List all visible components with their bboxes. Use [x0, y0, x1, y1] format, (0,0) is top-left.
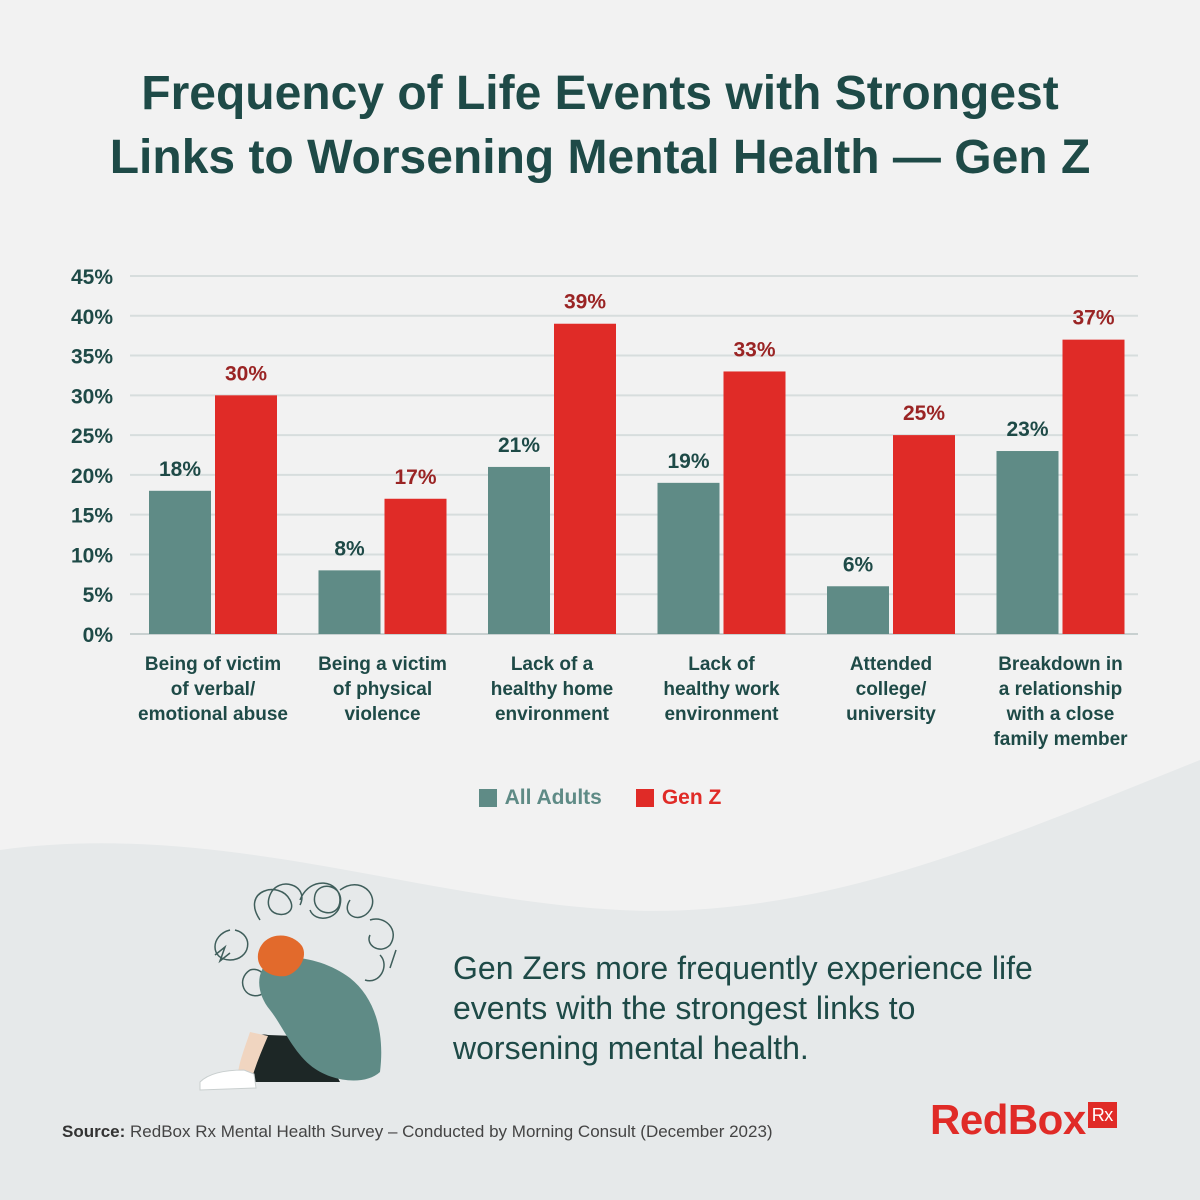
x-tick-label: Being of victim of verbal/emotional abuse — [123, 652, 303, 727]
x-tick-label-line: Breakdown in — [998, 654, 1123, 675]
x-tick-label-line: Lack of — [688, 654, 755, 675]
source-note: Source: RedBox Rx Mental Health Survey –… — [62, 1122, 773, 1142]
x-tick-label-line: environment — [664, 704, 779, 725]
bar-all-adults — [149, 490, 211, 634]
x-tick-label-line: violence — [344, 704, 421, 725]
x-tick-label: Lack of healthy work environment — [632, 652, 812, 727]
bar-all-adults — [488, 466, 550, 634]
bar-chart: 0% 5% 10% 15% 20% 25% 30% 35% 40% 45% 18% 30% 8% 17% 2… — [71, 266, 1138, 647]
chart-title-line-1: Frequency of Life Events with Strongest — [141, 67, 1059, 120]
chart-title-line-2: Links to Worsening Mental Health — Gen Z — [109, 131, 1091, 184]
x-tick-label-line: of verbal/ — [170, 679, 256, 700]
legend-swatch-gen-z — [635, 789, 654, 807]
x-tick-label-line: college/ — [855, 679, 927, 700]
bar-gen-z — [384, 498, 447, 634]
legend-swatch-all-adults — [478, 789, 497, 807]
bar-gen-z — [1062, 339, 1125, 634]
x-tick-label-line: Being a victim — [318, 654, 447, 675]
x-tick-label-line: Being of victim — [144, 654, 282, 675]
x-tick-label: Being a victim of physical violence — [293, 652, 473, 727]
redbox-logo: RedBox Rx — [930, 1096, 1117, 1144]
bar-all-adults — [827, 586, 889, 634]
legend: All Adults Gen Z — [0, 786, 1200, 810]
x-tick-label: Lack of a healthy home environment — [462, 652, 642, 727]
x-tick-label-line: a relationship — [998, 679, 1123, 700]
x-tick-label-line: healthy home — [490, 679, 614, 700]
data-label: 6% — [843, 553, 874, 576]
data-label: 39% — [564, 291, 606, 314]
bar-gen-z — [215, 395, 277, 634]
x-tick-label-line: healthy work — [663, 679, 780, 700]
y-tick-label: 25% — [71, 425, 113, 448]
bar-gen-z — [893, 435, 955, 634]
data-label: 21% — [498, 434, 540, 457]
bar-all-adults — [657, 482, 720, 634]
data-label: 8% — [334, 537, 365, 560]
logo-rx-box: Rx — [1087, 1102, 1117, 1128]
data-label: 18% — [159, 458, 201, 481]
legend-item-all-adults: All Adults — [478, 786, 602, 810]
x-tick-label-line: university — [846, 704, 936, 725]
y-tick-label: 40% — [71, 306, 113, 329]
y-tick-label: 5% — [83, 584, 114, 607]
data-label: 17% — [394, 466, 436, 489]
y-tick-label: 15% — [71, 505, 113, 528]
bar-all-adults — [996, 451, 1059, 634]
legend-label-all-adults: All Adults — [504, 786, 602, 809]
source-label: Source: — [62, 1122, 126, 1141]
data-label: 25% — [903, 402, 945, 425]
logo-text: RedBox — [930, 1096, 1086, 1143]
y-tick-label: 10% — [71, 544, 113, 567]
y-tick-label: 0% — [83, 624, 114, 647]
x-tick-label-line: of physical — [332, 679, 433, 700]
x-tick-label-line: with a close — [1006, 704, 1115, 725]
data-label: 33% — [733, 338, 775, 361]
data-label: 37% — [1072, 307, 1114, 330]
chart-title: Frequency of Life Events with Strongest … — [0, 62, 1200, 190]
legend-item-gen-z: Gen Z — [635, 786, 722, 810]
source-text: RedBox Rx Mental Health Survey – Conduct… — [130, 1122, 773, 1141]
y-tick-label: 20% — [71, 465, 113, 488]
stressed-person-icon — [199, 882, 397, 1091]
data-label: 23% — [1006, 418, 1048, 441]
x-tick-label-line: environment — [494, 704, 610, 725]
data-label: 19% — [667, 450, 709, 473]
y-tick-label: 45% — [71, 266, 113, 289]
bar-gen-z — [554, 323, 616, 634]
bar-gen-z — [723, 371, 786, 634]
legend-label-gen-z: Gen Z — [661, 786, 722, 809]
x-tick-label: Attended college/university — [801, 652, 981, 727]
y-tick-label: 30% — [71, 385, 113, 408]
x-tick-label-line: family member — [993, 729, 1128, 750]
x-tick-label-line: Attended — [849, 654, 933, 675]
x-tick-label: Breakdown in a relationship with a close fa… — [971, 652, 1151, 752]
x-tick-label-line: emotional abuse — [138, 704, 288, 725]
x-tick-label-line: Lack of a — [510, 654, 594, 675]
background-wave — [0, 760, 1200, 1200]
data-label: 30% — [225, 362, 267, 385]
y-tick-label: 35% — [71, 346, 113, 369]
bar-all-adults — [318, 570, 381, 634]
summary-message: Gen Zers more frequently experience life… — [453, 950, 1033, 1066]
